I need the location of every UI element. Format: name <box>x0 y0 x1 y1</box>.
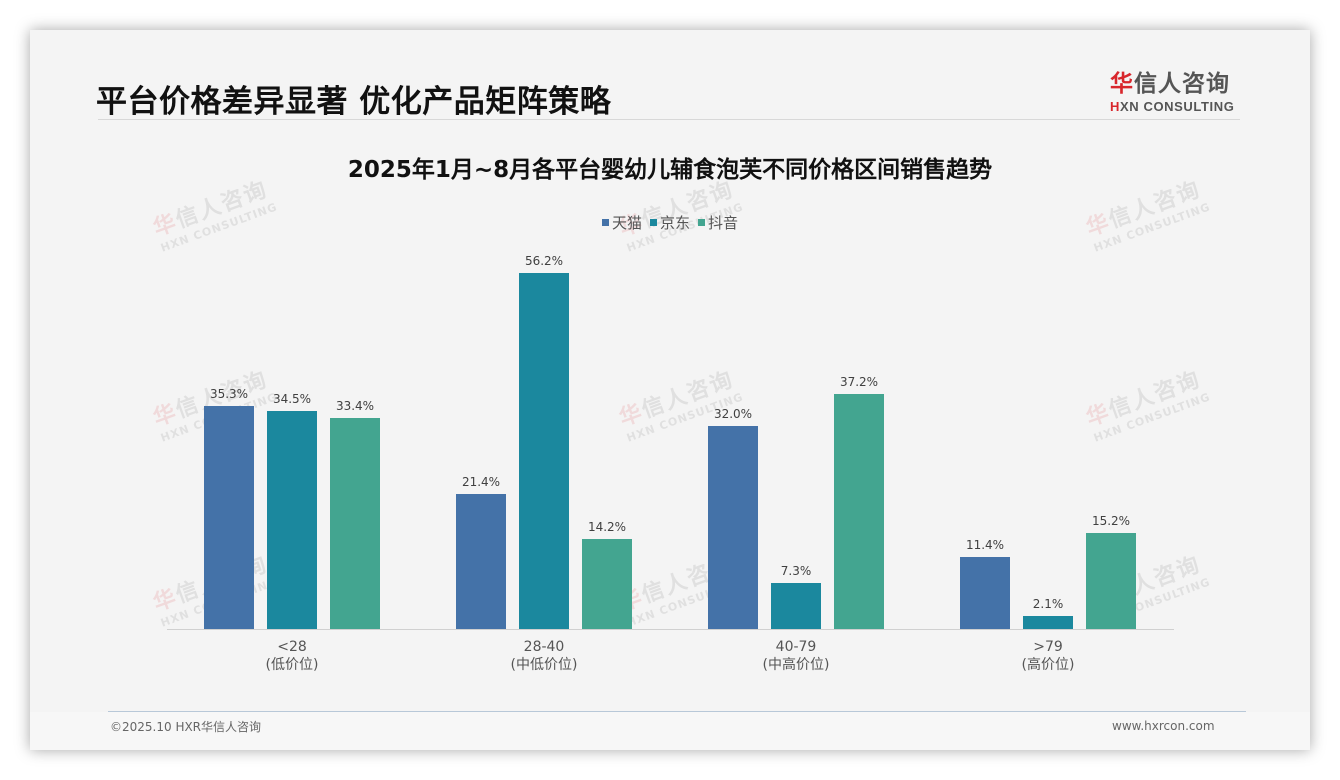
data-label: 11.4% <box>965 537 1005 552</box>
logo-en-h: H <box>1110 99 1120 114</box>
category-tier: (中低价位) <box>510 657 578 673</box>
footer-band <box>30 712 1310 750</box>
chart-legend: 天猫 京东 抖音 <box>30 212 1310 233</box>
bar <box>519 273 569 629</box>
data-label: 2.1% <box>1032 596 1064 611</box>
category-tier: (高价位) <box>1021 657 1075 673</box>
data-label: 35.3% <box>209 386 249 401</box>
logo-cn: 华信人咨询 <box>1110 64 1250 98</box>
category-range: <28 <box>277 639 307 655</box>
bar <box>456 493 506 629</box>
logo-en: HXN CONSULTING <box>1110 99 1250 114</box>
chart-title: 2025年1月~8月各平台婴幼儿辅食泡芙不同价格区间销售趋势 <box>347 157 993 183</box>
category-label: >79 (高价位) <box>948 638 1148 674</box>
data-label: 15.2% <box>1091 513 1131 528</box>
legend-item: 京东 <box>649 212 690 233</box>
category-label: <28 (低价位) <box>192 638 392 674</box>
bar <box>708 426 758 629</box>
logo-rest: 信人咨询 <box>1134 71 1230 97</box>
title-divider <box>98 119 1240 120</box>
data-label: 14.2% <box>587 520 627 535</box>
category-tier: (中高价位) <box>762 657 830 673</box>
legend-swatch-icon <box>698 219 705 226</box>
logo-en-rest: XN CONSULTING <box>1120 99 1235 114</box>
data-label: 33.4% <box>335 398 375 413</box>
data-label: 37.2% <box>839 374 879 389</box>
data-label: 32.0% <box>713 407 753 422</box>
category-label: 40-79 (中高价位) <box>696 638 896 674</box>
category-tier: (低价位) <box>265 657 319 673</box>
page-title: 平台价格差异显著 优化产品矩阵策略 <box>96 84 612 120</box>
footer-website: www.hxrcon.com <box>1112 719 1215 733</box>
bar <box>960 556 1010 629</box>
legend-label: 京东 <box>659 214 690 232</box>
legend-swatch-icon <box>601 219 609 226</box>
bar <box>330 417 380 629</box>
category-range: 28-40 <box>523 639 565 655</box>
bar <box>1086 532 1136 629</box>
slide: 平台价格差异显著 优化产品矩阵策略 华信人咨询 HXN CONSULTING 华… <box>30 30 1310 750</box>
footer-copyright: ©2025.10 HXR华信人咨询 <box>110 720 262 734</box>
category-range: 40-79 <box>775 639 817 655</box>
x-axis-line <box>167 629 1174 630</box>
legend-item: 抖音 <box>698 212 738 233</box>
category-range: >79 <box>1033 639 1063 655</box>
logo-hua: 华 <box>1110 71 1134 97</box>
footer-divider <box>108 711 1246 712</box>
category-label: 28-40 (中低价位) <box>444 638 644 674</box>
bar <box>834 393 884 629</box>
legend-label: 天猫 <box>611 214 642 232</box>
brand-logo: 华信人咨询 HXN CONSULTING <box>1110 64 1250 114</box>
bar <box>582 539 632 629</box>
legend-item: 天猫 <box>601 212 642 233</box>
bar <box>267 410 317 629</box>
data-label: 34.5% <box>272 391 312 406</box>
bar-chart: 35.3% 34.5% 33.4% <28 (低价位) 21.4% 56.2% 14.2% 28… <box>30 30 1310 750</box>
data-label: 21.4% <box>461 474 501 489</box>
legend-label: 抖音 <box>708 214 739 232</box>
data-label: 7.3% <box>780 563 812 578</box>
data-label: 56.2% <box>524 254 564 269</box>
bar <box>771 582 821 629</box>
legend-swatch-icon <box>649 219 657 226</box>
bar <box>204 405 254 629</box>
bar <box>1023 615 1073 629</box>
